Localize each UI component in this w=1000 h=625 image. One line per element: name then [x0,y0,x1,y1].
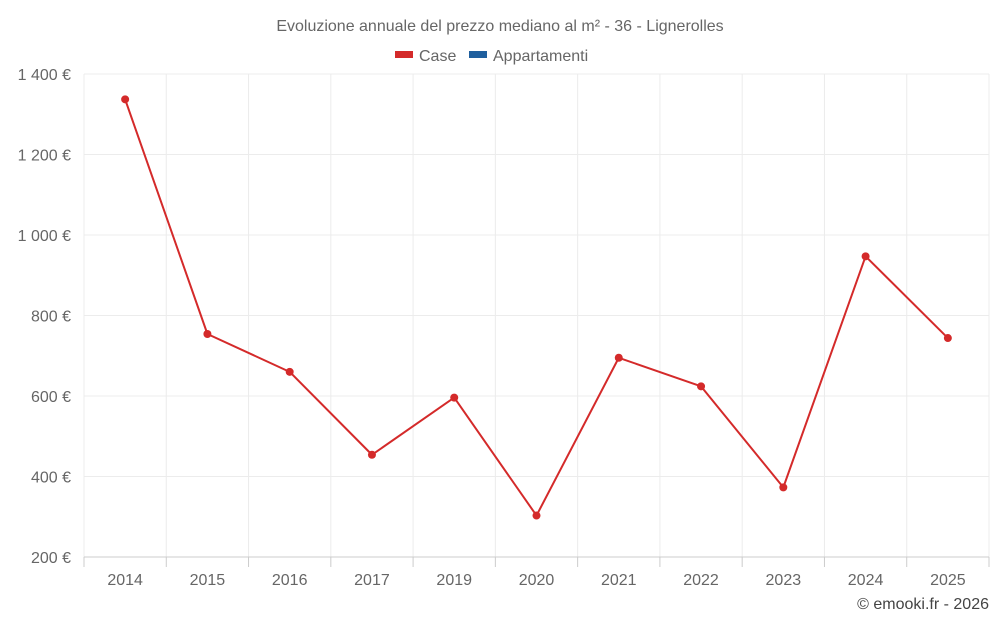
legend-swatch-appartamenti [469,51,487,58]
data-point-2016[interactable] [285,367,294,376]
data-point-2022[interactable] [697,382,706,391]
data-point-2017[interactable] [367,450,376,459]
legend-item-appartamenti[interactable]: Appartamenti [469,48,588,65]
data-point-2024[interactable] [861,252,870,261]
legend: Case Appartamenti [395,48,588,65]
data-point-2015[interactable] [203,330,212,339]
x-tick-label: 2023 [766,572,802,589]
legend-label-case: Case [419,48,456,65]
data-point-2020[interactable] [532,511,541,520]
y-tick-label: 600 € [31,389,71,406]
y-tick-label: 400 € [31,470,71,487]
series-case [121,95,952,520]
x-tick-label: 2022 [683,572,719,589]
x-tick-label: 2025 [930,572,966,589]
y-tick-label: 200 € [31,550,71,567]
y-tick-label: 1 400 € [18,67,71,84]
legend-label-appartamenti: Appartamenti [493,48,588,65]
data-point-2023[interactable] [779,483,788,492]
x-tick-label: 2015 [190,572,226,589]
x-tick-label: 2021 [601,572,637,589]
y-tick-label: 1 000 € [18,228,71,245]
credit-text: © emooki.fr - 2026 [857,596,989,613]
data-point-2021[interactable] [614,353,623,362]
y-tick-label: 800 € [31,309,71,326]
chart-title: Evoluzione annuale del prezzo mediano al… [276,18,723,35]
x-tick-label: 2017 [354,572,390,589]
x-tick-label: 2014 [107,572,143,589]
data-point-2019[interactable] [450,393,459,402]
x-tick-label: 2016 [272,572,308,589]
data-point-2025[interactable] [943,334,952,343]
axes: 200 € 400 € 600 € 800 € 1 000 € 1 200 € 1 400 … [18,67,990,589]
data-point-2014[interactable] [121,95,130,104]
x-tick-label: 2024 [848,572,884,589]
x-tick-label: 2020 [519,572,555,589]
grid [83,73,990,557]
legend-swatch-case [395,51,413,58]
x-tick-label: 2019 [436,572,472,589]
legend-item-case[interactable]: Case [395,48,456,65]
y-tick-label: 1 200 € [18,148,71,165]
